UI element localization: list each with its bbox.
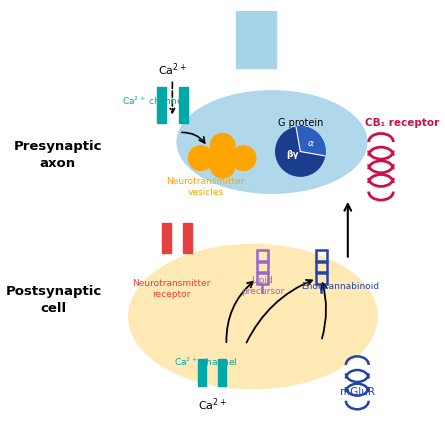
Bar [157, 87, 166, 123]
Bar [162, 222, 171, 253]
Text: Ca$^{2+}$: Ca$^{2+}$ [198, 397, 227, 413]
Bar [316, 273, 327, 283]
Ellipse shape [129, 245, 377, 389]
Bar [316, 250, 327, 260]
Bar [179, 87, 187, 123]
Text: βγ: βγ [287, 150, 299, 159]
Text: mGluR: mGluR [340, 388, 375, 397]
Bar [257, 250, 268, 260]
Text: G protein: G protein [278, 118, 323, 128]
Text: Ca$^{2+}$ channel: Ca$^{2+}$ channel [174, 356, 237, 368]
Circle shape [210, 153, 235, 178]
Bar [257, 262, 268, 272]
Bar [183, 222, 192, 253]
Bar [218, 359, 227, 386]
Circle shape [210, 133, 235, 158]
Text: Endocannabinoid: Endocannabinoid [301, 282, 379, 291]
Circle shape [231, 146, 256, 171]
Circle shape [189, 146, 213, 171]
Text: Ca$^{2+}$ channel: Ca$^{2+}$ channel [121, 95, 185, 108]
Bar [236, 9, 276, 68]
Circle shape [276, 127, 325, 176]
Text: CB₁ receptor: CB₁ receptor [365, 118, 439, 128]
Text: Lipid
precursor: Lipid precursor [241, 276, 284, 296]
Text: Ca$^{2+}$: Ca$^{2+}$ [158, 62, 187, 78]
Bar [316, 262, 327, 272]
Bar [198, 359, 206, 386]
Text: Neurotransmitter
vesicles: Neurotransmitter vesicles [166, 177, 245, 197]
Text: Presynaptic
axon: Presynaptic axon [13, 140, 102, 170]
Text: Postsynaptic
cell: Postsynaptic cell [6, 286, 102, 315]
Wedge shape [296, 127, 325, 156]
Text: α: α [308, 140, 314, 149]
Bar [257, 273, 268, 283]
Ellipse shape [177, 91, 367, 193]
Text: Neurotransmitter
receptor: Neurotransmitter receptor [132, 279, 210, 299]
